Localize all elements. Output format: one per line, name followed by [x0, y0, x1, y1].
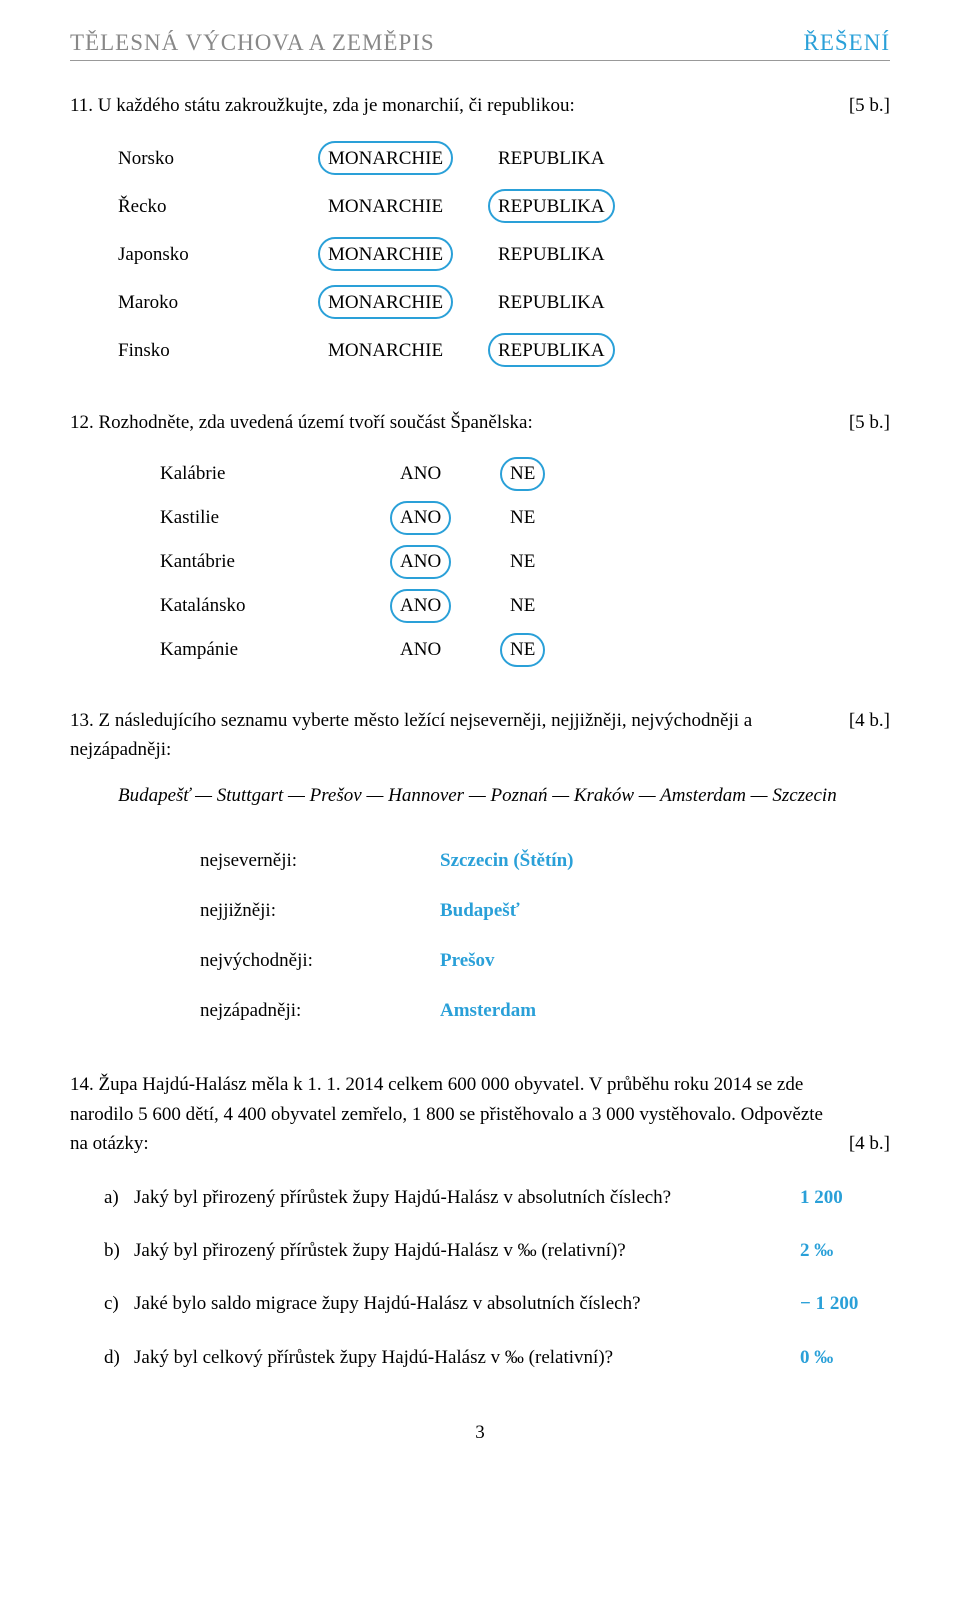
- country-name: Maroko: [118, 288, 318, 317]
- option-ne: NE: [500, 501, 545, 535]
- direction-row: nejjižněji:Budapešť: [200, 886, 890, 936]
- q13-points: [4 b.]: [849, 706, 890, 735]
- direction-row: nejvýchodněji:Prešov: [200, 936, 890, 986]
- option-republika: REPUBLIKA: [488, 189, 615, 223]
- direction-answer: Szczecin (Štětín): [440, 846, 573, 875]
- q12-prompt: Rozhodněte, zda uvedená území tvoří souč…: [99, 412, 533, 433]
- region-name: Katalánsko: [160, 591, 390, 620]
- q13-number: 13.: [70, 710, 94, 731]
- option-ano: ANO: [390, 501, 451, 535]
- option-ne: NE: [500, 633, 545, 667]
- sub-question-row: c)Jaké bylo saldo migrace župy Hajdú-Hal…: [104, 1289, 890, 1318]
- direction-label: nejvýchodněji:: [200, 946, 440, 975]
- direction-row: nejseverněji:Szczecin (Štětín): [200, 836, 890, 886]
- q13-prompt: Z následujícího seznamu vyberte město le…: [70, 710, 752, 760]
- option-ano: ANO: [390, 457, 451, 491]
- sub-letter: c): [104, 1289, 134, 1318]
- direction-answer: Prešov: [440, 946, 495, 975]
- question-13: 13. Z následujícího seznamu vyberte měst…: [70, 706, 890, 1036]
- country-name: Norsko: [118, 144, 318, 173]
- option-monarchie: MONARCHIE: [318, 237, 453, 271]
- region-name: Kalábrie: [160, 459, 390, 488]
- option-monarchie: MONARCHIE: [318, 333, 453, 367]
- sub-question-text: Jaký byl přirozený přírůstek župy Hajdú-…: [134, 1236, 800, 1265]
- sub-question-text: Jaké bylo saldo migrace župy Hajdú-Halás…: [134, 1289, 800, 1318]
- country-name: Japonsko: [118, 240, 318, 269]
- q11-row: NorskoMONARCHIE REPUBLIKA: [118, 134, 890, 182]
- option-monarchie: MONARCHIE: [318, 285, 453, 319]
- q12-row: KalábrieANO NE: [160, 452, 890, 496]
- sub-question-text: Jaký byl přirozený přírůstek župy Hajdú-…: [134, 1183, 800, 1212]
- sub-answer: 2 ‰: [800, 1236, 890, 1265]
- q14-number: 14.: [70, 1074, 94, 1095]
- q12-row: KantábrieANO NE: [160, 540, 890, 584]
- option-monarchie: MONARCHIE: [318, 189, 453, 223]
- header-title: TĚLESNÁ VÝCHOVA A ZEMĚPIS: [70, 30, 435, 56]
- direction-answer: Budapešť: [440, 896, 520, 925]
- option-ne: NE: [500, 589, 545, 623]
- option-ano: ANO: [390, 545, 451, 579]
- q11-prompt: U každého státu zakroužkujte, zda je mon…: [98, 95, 575, 116]
- q11-row: JaponskoMONARCHIE REPUBLIKA: [118, 230, 890, 278]
- question-12: 12. Rozhodněte, zda uvedená území tvoří …: [70, 408, 890, 671]
- direction-label: nejzápadněji:: [200, 996, 440, 1025]
- direction-row: nejzápadněji:Amsterdam: [200, 986, 890, 1036]
- region-name: Kampánie: [160, 635, 390, 664]
- q11-points: [5 b.]: [849, 91, 890, 120]
- option-ne: NE: [500, 545, 545, 579]
- option-republika: REPUBLIKA: [488, 285, 615, 319]
- direction-label: nejseverněji:: [200, 846, 440, 875]
- q12-row: KastilieANO NE: [160, 496, 890, 540]
- question-11: 11. U každého státu zakroužkujte, zda je…: [70, 91, 890, 374]
- direction-answer: Amsterdam: [440, 996, 536, 1025]
- sub-question-row: b)Jaký byl přirozený přírůstek župy Hajd…: [104, 1236, 890, 1265]
- option-ano: ANO: [390, 589, 451, 623]
- option-ano: ANO: [390, 633, 451, 667]
- q12-points: [5 b.]: [849, 408, 890, 437]
- country-name: Finsko: [118, 336, 318, 365]
- q11-number: 11.: [70, 95, 93, 116]
- sub-letter: b): [104, 1236, 134, 1265]
- option-republika: REPUBLIKA: [488, 333, 615, 367]
- header-answers-label: ŘEŠENÍ: [804, 30, 891, 56]
- page-header: TĚLESNÁ VÝCHOVA A ZEMĚPIS ŘEŠENÍ: [70, 30, 890, 61]
- sub-question-row: a)Jaký byl přirozený přírůstek župy Hajd…: [104, 1183, 890, 1212]
- q12-row: KampánieANO NE: [160, 628, 890, 672]
- region-name: Kastilie: [160, 503, 390, 532]
- sub-question-row: d)Jaký byl celkový přírůstek župy Hajdú-…: [104, 1343, 890, 1372]
- question-14: 14. Župa Hajdú-Halász měla k 1. 1. 2014 …: [70, 1070, 890, 1372]
- q11-row: FinskoMONARCHIE REPUBLIKA: [118, 326, 890, 374]
- q11-row: MarokoMONARCHIE REPUBLIKA: [118, 278, 890, 326]
- q14-text: Župa Hajdú-Halász měla k 1. 1. 2014 celk…: [70, 1074, 823, 1154]
- sub-letter: d): [104, 1343, 134, 1372]
- option-republika: REPUBLIKA: [488, 141, 615, 175]
- option-monarchie: MONARCHIE: [318, 141, 453, 175]
- option-ne: NE: [500, 457, 545, 491]
- country-name: Řecko: [118, 192, 318, 221]
- page-number: 3: [70, 1422, 890, 1444]
- q13-city-list: Budapešť — Stuttgart — Prešov — Hannover…: [118, 781, 890, 810]
- q12-row: KatalánskoANO NE: [160, 584, 890, 628]
- q11-row: ŘeckoMONARCHIE REPUBLIKA: [118, 182, 890, 230]
- sub-letter: a): [104, 1183, 134, 1212]
- q12-number: 12.: [70, 412, 94, 433]
- region-name: Kantábrie: [160, 547, 390, 576]
- sub-question-text: Jaký byl celkový přírůstek župy Hajdú-Ha…: [134, 1343, 800, 1372]
- option-republika: REPUBLIKA: [488, 237, 615, 271]
- sub-answer: 0 ‰: [800, 1343, 890, 1372]
- sub-answer: − 1 200: [800, 1289, 890, 1318]
- direction-label: nejjižněji:: [200, 896, 440, 925]
- sub-answer: 1 200: [800, 1183, 890, 1212]
- q14-points: [4 b.]: [849, 1129, 890, 1158]
